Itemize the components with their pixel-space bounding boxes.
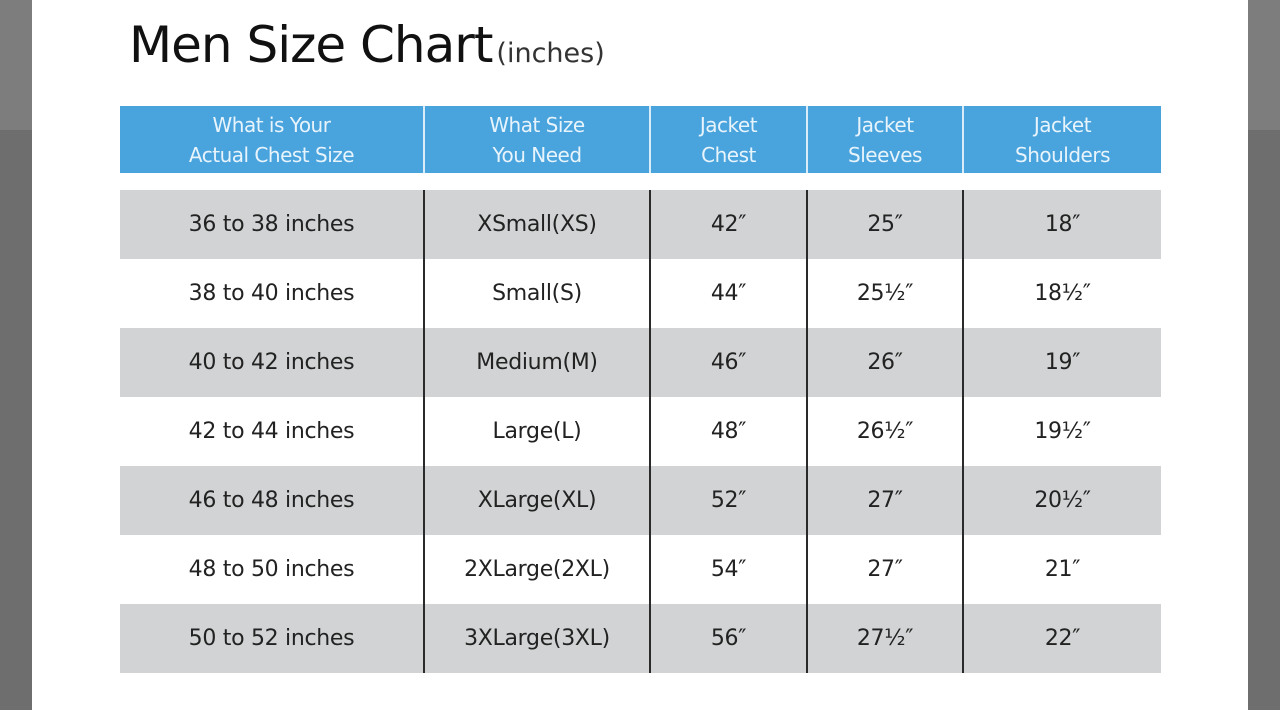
cell-actual-chest: 36 to 38 inches: [120, 190, 425, 259]
table-row: 48 to 50 inches 2XLarge(2XL) 54″ 27″ 21″: [120, 535, 1161, 604]
table-row: 42 to 44 inches Large(L) 48″ 26½″ 19½″: [120, 397, 1161, 466]
table-body: 36 to 38 inches XSmall(XS) 42″ 25″ 18″ 38 to …: [120, 190, 1161, 673]
cell-actual-chest: 50 to 52 inches: [120, 604, 425, 673]
cell-actual-chest: 42 to 44 inches: [120, 397, 425, 466]
cell-actual-chest: 48 to 50 inches: [120, 535, 425, 604]
cell-jacket-shoulders: 19″: [1044, 350, 1081, 375]
header-size-needed: What Size You Need: [425, 106, 651, 173]
cell-jacket-chest: 44″: [651, 259, 808, 328]
cell-size-needed: Small(S): [425, 259, 651, 328]
cell-jacket-shoulders: 20½″: [1034, 488, 1091, 513]
cell-jacket-chest: 56″: [651, 604, 808, 673]
table-row: 50 to 52 inches 3XLarge(3XL) 56″ 27½″ 22″: [120, 604, 1161, 673]
table-row: 36 to 38 inches XSmall(XS) 42″ 25″ 18″: [120, 190, 1161, 259]
cell-jacket-sleeves: 27½″: [808, 604, 964, 673]
title-main: Men Size Chart: [129, 16, 493, 74]
cell-jacket-shoulders: 18″: [1044, 212, 1081, 237]
title-unit: (inches): [496, 38, 605, 69]
cell-jacket-chest: 54″: [651, 535, 808, 604]
cell-jacket-sleeves: 26½″: [808, 397, 964, 466]
cell-jacket-sleeves: 25″: [808, 190, 964, 259]
cell-jacket-chest: 42″: [651, 190, 808, 259]
cell-jacket-sleeves: 25½″: [808, 259, 964, 328]
cell-jacket-shoulders: 22″: [1044, 626, 1081, 651]
cell-size-needed: Medium(M): [425, 328, 651, 397]
table-row: 46 to 48 inches XLarge(XL) 52″ 27″ 20½″: [120, 466, 1161, 535]
cell-actual-chest: 40 to 42 inches: [120, 328, 425, 397]
cell-actual-chest: 46 to 48 inches: [120, 466, 425, 535]
cell-jacket-sleeves: 27″: [808, 535, 964, 604]
cell-size-needed: XSmall(XS): [425, 190, 651, 259]
table-row: 40 to 42 inches Medium(M) 46″ 26″ 19″: [120, 328, 1161, 397]
cell-size-needed: XLarge(XL): [425, 466, 651, 535]
cell-jacket-shoulders: 19½″: [1034, 419, 1091, 444]
page-title: Men Size Chart (inches): [129, 16, 605, 74]
table-header: What is Your Actual Chest Size What Size…: [120, 106, 1161, 173]
table-row: 38 to 40 inches Small(S) 44″ 25½″ 18½″: [120, 259, 1161, 328]
cell-jacket-chest: 48″: [651, 397, 808, 466]
cell-jacket-chest: 46″: [651, 328, 808, 397]
cell-jacket-sleeves: 26″: [808, 328, 964, 397]
cell-actual-chest: 38 to 40 inches: [120, 259, 425, 328]
cell-jacket-shoulders: 18½″: [1034, 281, 1091, 306]
header-jacket-shoulders: Jacket Shoulders: [1015, 112, 1110, 167]
cell-size-needed: 3XLarge(3XL): [425, 604, 651, 673]
cell-jacket-shoulders: 21″: [1044, 557, 1081, 582]
cell-jacket-sleeves: 27″: [808, 466, 964, 535]
header-jacket-chest: Jacket Chest: [651, 106, 808, 173]
header-jacket-sleeves: Jacket Sleeves: [808, 106, 964, 173]
cell-size-needed: 2XLarge(2XL): [425, 535, 651, 604]
header-actual-chest: What is Your Actual Chest Size: [120, 106, 425, 173]
cell-size-needed: Large(L): [425, 397, 651, 466]
cell-jacket-chest: 52″: [651, 466, 808, 535]
